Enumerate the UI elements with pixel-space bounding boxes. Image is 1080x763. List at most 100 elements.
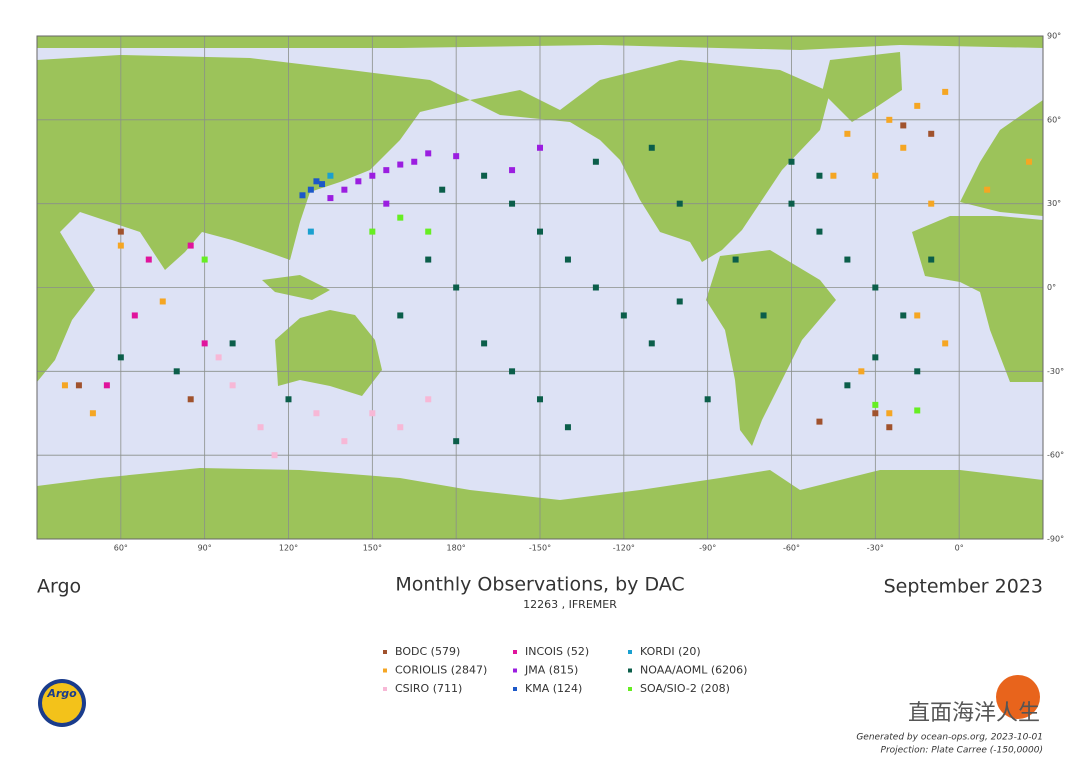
observation-point (187, 242, 194, 249)
observation-point (844, 130, 851, 137)
observation-point (117, 228, 124, 235)
observation-point (201, 256, 208, 263)
observation-point (383, 167, 390, 174)
observation-point (397, 161, 404, 168)
legend-swatch (628, 650, 632, 654)
observation-point (830, 172, 837, 179)
observation-point (648, 144, 655, 151)
map-frame (36, 35, 1044, 540)
observation-point (131, 312, 138, 319)
watermark: 直面海洋人生 (908, 701, 1040, 726)
observation-point (732, 256, 739, 263)
observation-point (397, 424, 404, 431)
observation-point (327, 172, 334, 179)
observation-point (872, 172, 879, 179)
y-tick-label: -30° (1047, 367, 1064, 376)
points (61, 88, 1033, 459)
legend-swatch (513, 650, 517, 654)
observation-point (509, 368, 516, 375)
x-tick-label: -30° (867, 544, 884, 553)
legend-swatch (383, 668, 387, 673)
observation-point (592, 284, 599, 291)
observation-point (285, 396, 292, 403)
observation-point (319, 181, 326, 188)
observation-point (145, 256, 152, 263)
y-tick-label: 60° (1047, 115, 1061, 124)
observation-point (117, 242, 124, 249)
observation-point (411, 158, 418, 165)
observation-point (537, 396, 543, 403)
legend-label: SOA/SIO-2 (208) (640, 682, 730, 695)
observation-point (914, 368, 921, 375)
x-tick-label: 180° (447, 544, 466, 553)
observation-point (928, 200, 935, 207)
observation-point (984, 186, 991, 193)
legend-label: JMA (815) (524, 664, 578, 677)
legend-label: BODC (579) (395, 645, 460, 658)
y-tick-label: -90° (1047, 535, 1064, 544)
observation-point (159, 298, 166, 305)
observation-point (383, 200, 390, 207)
observation-point (816, 418, 823, 425)
observation-point (327, 195, 334, 202)
observation-point (229, 382, 236, 389)
observation-point (676, 298, 683, 305)
x-tick-label: 120° (279, 544, 298, 553)
observation-point (355, 178, 362, 185)
observation-point (872, 284, 879, 291)
observation-point (509, 167, 516, 174)
observation-point (816, 172, 823, 179)
observation-point (928, 256, 935, 263)
legend-label: NOAA/AOML (6206) (640, 664, 747, 677)
logo-core (42, 683, 82, 723)
legend-label: INCOIS (52) (525, 645, 589, 658)
legend-label: CORIOLIS (2847) (395, 664, 487, 677)
x-tick-label: 60° (114, 544, 128, 553)
y-tick-label: 0° (1047, 283, 1056, 292)
observation-point (229, 340, 236, 347)
observation-point (453, 438, 460, 445)
observation-point (942, 88, 949, 95)
x-tick-label: -90° (699, 544, 716, 553)
observation-point (299, 192, 306, 199)
observation-point (816, 228, 823, 235)
observation-point (271, 452, 278, 459)
observation-point (872, 410, 879, 417)
legend-swatch (383, 650, 387, 654)
observation-point (341, 186, 348, 193)
observation-point (453, 153, 460, 160)
legend-swatch (628, 687, 632, 691)
observation-point (257, 424, 264, 431)
observation-point (75, 382, 82, 389)
observation-point (900, 122, 907, 129)
observation-point (397, 214, 404, 221)
observation-point (117, 354, 124, 361)
observation-point (872, 354, 879, 361)
x-tick-label: 90° (198, 544, 212, 553)
y-tick-label: -60° (1047, 451, 1064, 460)
globe-logo (996, 675, 1040, 719)
observation-point (307, 228, 314, 235)
right-label: September 2023 (884, 576, 1043, 598)
observation-point (1026, 158, 1033, 165)
x-tick-label: -120° (613, 544, 635, 553)
observation-point (704, 396, 711, 403)
observation-point (439, 186, 446, 193)
observation-point (858, 368, 865, 375)
y-tick-label: 90° (1047, 32, 1061, 41)
y-tick-label: 30° (1047, 199, 1061, 208)
observation-point (173, 368, 180, 375)
observation-point (592, 158, 599, 165)
observation-point (564, 256, 571, 263)
observation-point (187, 396, 194, 403)
observation-point (900, 144, 907, 151)
observation-point (942, 340, 949, 347)
observation-point (397, 312, 404, 319)
chart-title: Monthly Observations, by DAC (395, 574, 684, 596)
left-label: Argo (37, 576, 81, 598)
observation-point (89, 410, 96, 417)
observation-point (103, 382, 110, 389)
observation-point (313, 178, 320, 185)
observation-point (425, 256, 432, 263)
